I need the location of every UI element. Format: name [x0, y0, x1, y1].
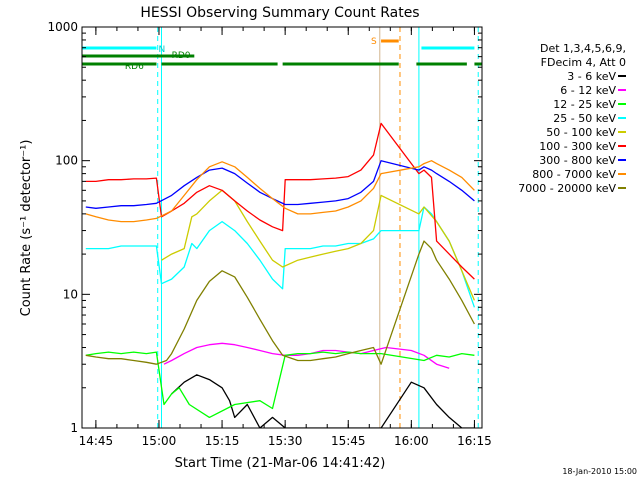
legend-header-line: Det 1,3,4,5,6,9,	[540, 42, 626, 55]
y-tick-label: 1	[70, 421, 78, 435]
flag-label-rd0: RD0	[172, 51, 191, 61]
legend-entry-label: 300 - 800 keV	[539, 154, 616, 167]
series-line-7	[85, 160, 475, 223]
x-tick-label: 15:45	[331, 434, 366, 448]
chart-title: HESSI Observing Summary Count Rates	[140, 5, 419, 21]
data-layer: N S RD0 RD6	[82, 27, 482, 428]
plot-frame	[81, 26, 483, 429]
flag-label-s: S	[371, 37, 377, 47]
series-line-4	[161, 189, 475, 301]
plot-area: N S RD0 RD6	[82, 27, 482, 428]
legend-entry-label: 7000 - 20000 keV	[518, 182, 616, 195]
series-line-0	[171, 374, 475, 428]
legend-entry-label: 800 - 7000 keV	[532, 168, 616, 181]
legend: Det 1,3,4,5,6,9,FDecim 4, Att 03 - 6 keV…	[518, 42, 626, 195]
legend-entry-label: 25 - 50 keV	[553, 112, 616, 125]
x-axis: 14:45 15:00 15:15 15:30 15:45 16:00 16:15	[79, 27, 492, 448]
flag-label-rd6: RD6	[125, 62, 144, 72]
legend-entry-label: 3 - 6 keV	[567, 70, 616, 83]
series-line-1	[163, 342, 450, 369]
legend-entry-label: 12 - 25 keV	[553, 98, 616, 111]
legend-entry-label: 50 - 100 keV	[546, 126, 616, 139]
x-tick-label: 16:00	[394, 434, 429, 448]
series-line-8	[85, 240, 475, 365]
flag-label-n: N	[158, 45, 165, 55]
x-tick-label: 16:15	[457, 434, 492, 448]
y-axis: 1 10 100 1000	[47, 20, 482, 435]
series-line-3	[85, 206, 476, 308]
x-axis-label: Start Time (21-Mar-06 14:41:42)	[175, 456, 386, 471]
y-tick-label: 1000	[47, 20, 78, 34]
legend-entry-label: 100 - 300 keV	[539, 140, 616, 153]
x-tick-label: 15:00	[142, 434, 177, 448]
x-tick-label: 15:30	[268, 434, 303, 448]
series-line-6	[85, 160, 475, 209]
x-tick-label: 14:45	[79, 434, 114, 448]
legend-entry-label: 6 - 12 keV	[560, 84, 616, 97]
timestamp-label: 18-Jan-2010 15:00	[562, 467, 637, 476]
legend-header-line: FDecim 4, Att 0	[541, 56, 626, 69]
x-tick-label: 15:15	[205, 434, 240, 448]
y-tick-label: 100	[55, 154, 78, 168]
y-axis-label: Count Rate (s⁻¹ detector⁻¹)	[19, 140, 34, 317]
series-line-2	[85, 351, 475, 419]
y-tick-label: 10	[63, 287, 78, 301]
series-line-5	[85, 122, 475, 280]
